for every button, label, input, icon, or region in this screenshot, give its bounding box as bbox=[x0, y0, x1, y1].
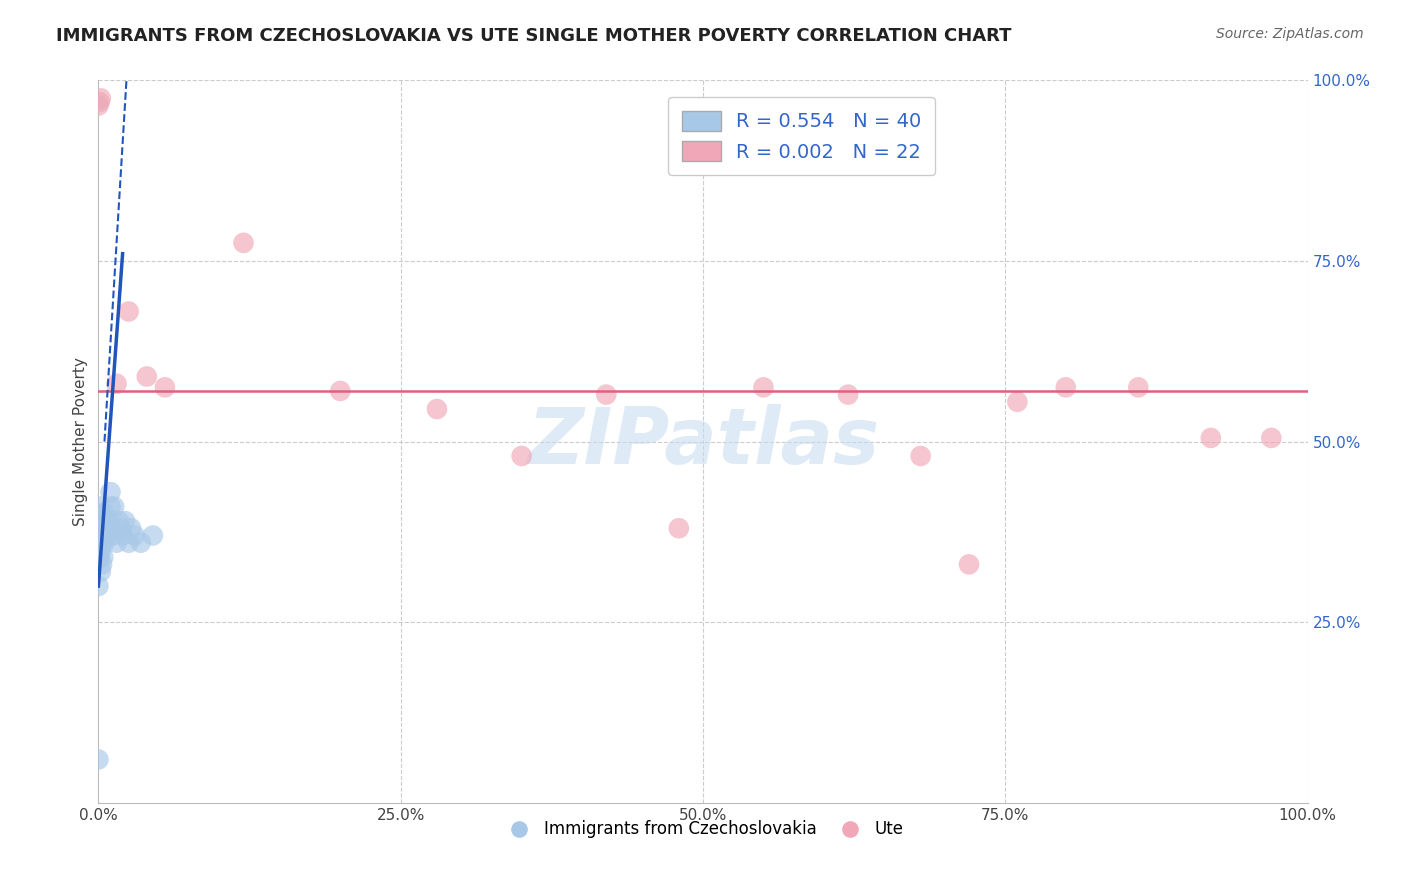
Point bbox=[426, 402, 449, 417]
Point bbox=[510, 449, 533, 463]
Point bbox=[118, 304, 141, 318]
Point bbox=[89, 550, 111, 565]
Point bbox=[752, 380, 775, 394]
Point bbox=[118, 535, 141, 549]
Point bbox=[1199, 431, 1222, 445]
Point bbox=[97, 528, 120, 542]
Point bbox=[89, 95, 111, 109]
Point bbox=[108, 514, 131, 528]
Point bbox=[87, 98, 110, 112]
Point bbox=[90, 507, 112, 521]
Point bbox=[94, 528, 117, 542]
Y-axis label: Single Mother Poverty: Single Mother Poverty bbox=[73, 357, 89, 526]
Point bbox=[91, 550, 114, 565]
Point bbox=[329, 384, 352, 398]
Point bbox=[103, 500, 125, 514]
Point bbox=[668, 521, 690, 535]
Point bbox=[153, 380, 176, 394]
Text: Source: ZipAtlas.com: Source: ZipAtlas.com bbox=[1216, 27, 1364, 41]
Point bbox=[87, 752, 110, 766]
Point bbox=[94, 514, 117, 528]
Point bbox=[98, 514, 121, 528]
Point bbox=[910, 449, 932, 463]
Point bbox=[837, 387, 859, 401]
Point bbox=[87, 535, 110, 549]
Point bbox=[595, 387, 617, 401]
Point bbox=[129, 535, 152, 549]
Point bbox=[93, 507, 115, 521]
Point bbox=[1128, 380, 1150, 394]
Point bbox=[142, 528, 165, 542]
Point bbox=[101, 528, 124, 542]
Point bbox=[87, 550, 110, 565]
Point bbox=[1054, 380, 1077, 394]
Point bbox=[91, 514, 114, 528]
Point bbox=[90, 91, 112, 105]
Point bbox=[105, 376, 128, 391]
Point bbox=[105, 535, 128, 549]
Point bbox=[96, 521, 118, 535]
Point bbox=[124, 528, 146, 542]
Point bbox=[957, 558, 980, 572]
Point bbox=[108, 521, 131, 535]
Point bbox=[89, 514, 111, 528]
Point bbox=[135, 369, 157, 384]
Legend: Immigrants from Czechoslovakia, Ute: Immigrants from Czechoslovakia, Ute bbox=[495, 814, 911, 845]
Text: ZIPatlas: ZIPatlas bbox=[527, 403, 879, 480]
Point bbox=[91, 521, 114, 535]
Point bbox=[120, 521, 142, 535]
Point bbox=[114, 514, 136, 528]
Point bbox=[1260, 431, 1282, 445]
Point bbox=[90, 565, 112, 579]
Point bbox=[90, 542, 112, 557]
Point bbox=[232, 235, 254, 250]
Point bbox=[91, 558, 114, 572]
Point bbox=[87, 521, 110, 535]
Point bbox=[1007, 394, 1029, 409]
Point bbox=[100, 500, 122, 514]
Point bbox=[93, 535, 115, 549]
Point bbox=[111, 528, 134, 542]
Point bbox=[89, 535, 111, 549]
Point bbox=[89, 500, 111, 514]
Point bbox=[100, 485, 122, 500]
Point bbox=[89, 528, 111, 542]
Text: IMMIGRANTS FROM CZECHOSLOVAKIA VS UTE SINGLE MOTHER POVERTY CORRELATION CHART: IMMIGRANTS FROM CZECHOSLOVAKIA VS UTE SI… bbox=[56, 27, 1012, 45]
Point bbox=[87, 579, 110, 593]
Point bbox=[91, 535, 114, 549]
Point bbox=[90, 528, 112, 542]
